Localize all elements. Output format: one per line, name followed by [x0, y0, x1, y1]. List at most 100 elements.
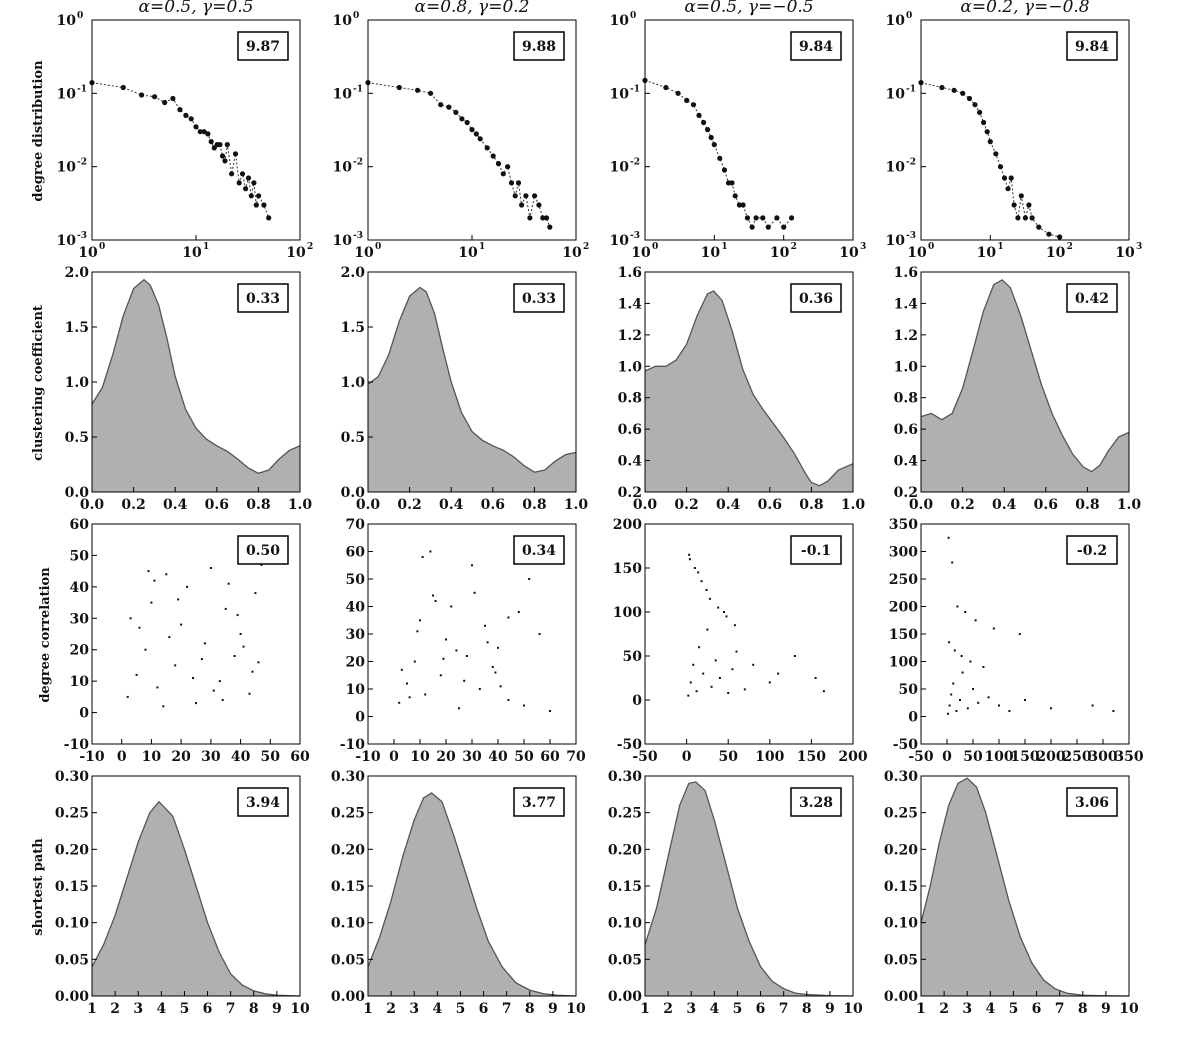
x-tick-exponent: 3 — [860, 242, 866, 252]
x-tick-label: 50 — [514, 749, 534, 765]
annotation-value: 3.77 — [522, 795, 556, 811]
y-tick-label: 0.20 — [55, 842, 89, 858]
data-point — [177, 598, 180, 601]
data-point — [987, 139, 993, 145]
data-point — [186, 585, 189, 588]
data-point — [224, 142, 230, 148]
data-point — [233, 655, 236, 657]
area-curve — [91, 278, 301, 475]
data-point — [993, 151, 999, 157]
y-tick-label: 40 — [70, 580, 90, 596]
data-point — [254, 592, 257, 595]
data-point — [951, 561, 954, 564]
y-tick-label: 0.00 — [55, 989, 89, 1005]
x-tick-label: 100 — [755, 749, 784, 765]
y-tick-exponent: -2 — [77, 158, 87, 168]
data-point — [733, 624, 736, 627]
y-tick-exponent: 0 — [630, 11, 636, 21]
data-point — [675, 90, 681, 96]
data-point — [486, 641, 489, 644]
x-tick-label: 60 — [290, 749, 310, 765]
y-tick-label: 10 — [57, 160, 77, 176]
data-point — [939, 84, 945, 91]
data-point — [977, 109, 983, 115]
y-tick-label: 300 — [889, 545, 918, 561]
data-point — [515, 180, 522, 186]
data-point — [696, 112, 702, 118]
data-point — [195, 702, 197, 705]
x-tick-label: 100 — [984, 749, 1013, 765]
x-tick-label: 9 — [1101, 1001, 1111, 1017]
data-point — [718, 677, 721, 679]
data-point — [458, 707, 460, 710]
area-curve — [644, 781, 854, 997]
x-tick-label: 200 — [838, 749, 867, 765]
data-point — [494, 671, 497, 674]
data-point — [523, 193, 529, 199]
panel: 0.0 0.2 0.4 0.6 0.8 1.0 0.0 0.5 1.0 1.5 2.0 0.33 — [65, 265, 313, 513]
y-tick-exponent: 0 — [906, 11, 912, 21]
data-point — [260, 563, 263, 566]
data-point — [768, 681, 771, 684]
data-point — [689, 681, 692, 684]
y-tick-label: 1.0 — [341, 375, 366, 391]
data-point — [424, 693, 427, 696]
data-point — [421, 556, 424, 558]
x-tick-label: 2 — [110, 1001, 120, 1017]
data-point — [1015, 215, 1021, 221]
x-tick-label: 6 — [203, 1001, 213, 1017]
annotation-badge — [513, 535, 565, 565]
x-tick-label: 250 — [1062, 749, 1091, 765]
x-tick-label: 10 — [142, 749, 162, 765]
y-tick-label: 1.6 — [618, 265, 642, 281]
x-tick-label: 5 — [456, 1001, 466, 1017]
data-point — [947, 712, 949, 715]
x-tick-label: 0 — [389, 749, 399, 765]
x-tick-label: 20 — [171, 749, 191, 765]
x-tick-label: 4 — [432, 1001, 442, 1017]
x-tick-label: 1.0 — [841, 497, 866, 513]
y-tick-label: 10 — [886, 160, 906, 176]
x-tick-label: 10 — [701, 245, 721, 261]
y-tick-label: 0.30 — [331, 769, 365, 785]
data-point — [992, 627, 995, 630]
y-tick-label: 0.00 — [608, 989, 642, 1005]
y-tick-label: -50 — [893, 737, 919, 753]
x-tick-label: 7 — [226, 1001, 236, 1017]
data-point — [950, 693, 953, 696]
data-point — [224, 607, 227, 610]
x-tick-label: 2 — [663, 1001, 673, 1017]
x-tick-label: 0.4 — [163, 497, 188, 513]
data-point — [218, 680, 221, 683]
data-point — [960, 655, 963, 657]
data-point — [956, 605, 959, 608]
data-point — [266, 215, 272, 221]
x-tick-label: 3 — [133, 1001, 143, 1017]
data-point — [408, 696, 411, 699]
y-tick-label: 350 — [889, 517, 918, 533]
data-point — [499, 685, 502, 688]
panel: 0.0 0.2 0.4 0.6 0.8 1.00.20.40.60.81.01.21.41… — [894, 265, 1142, 513]
x-tick-exponent: 0 — [99, 242, 105, 252]
data-point — [126, 695, 129, 698]
data-point — [248, 193, 254, 199]
y-tick-label: 0.05 — [608, 952, 642, 968]
y-tick-label: 0.0 — [341, 485, 366, 501]
x-tick-label: 30 — [201, 749, 221, 765]
x-tick-label: 4 — [985, 1001, 995, 1017]
data-point — [1008, 175, 1014, 181]
data-point — [396, 84, 402, 91]
data-point — [1046, 231, 1052, 237]
annotation-badge — [237, 787, 289, 817]
data-point — [471, 564, 473, 567]
area-fill — [368, 287, 576, 492]
y-tick-label: 10 — [70, 674, 90, 690]
x-tick-label: 50 — [718, 749, 738, 765]
x-tick-label: 0.0 — [909, 497, 934, 513]
panels: α=0.5, γ=0.510 0 10 1 10 210 -310 -210 -110 09.87… — [55, 0, 1144, 1017]
data-point — [253, 202, 259, 208]
data-point — [717, 155, 723, 161]
data-point — [1026, 202, 1032, 208]
x-tick-exponent: 3 — [1136, 242, 1142, 252]
data-point — [428, 90, 434, 96]
